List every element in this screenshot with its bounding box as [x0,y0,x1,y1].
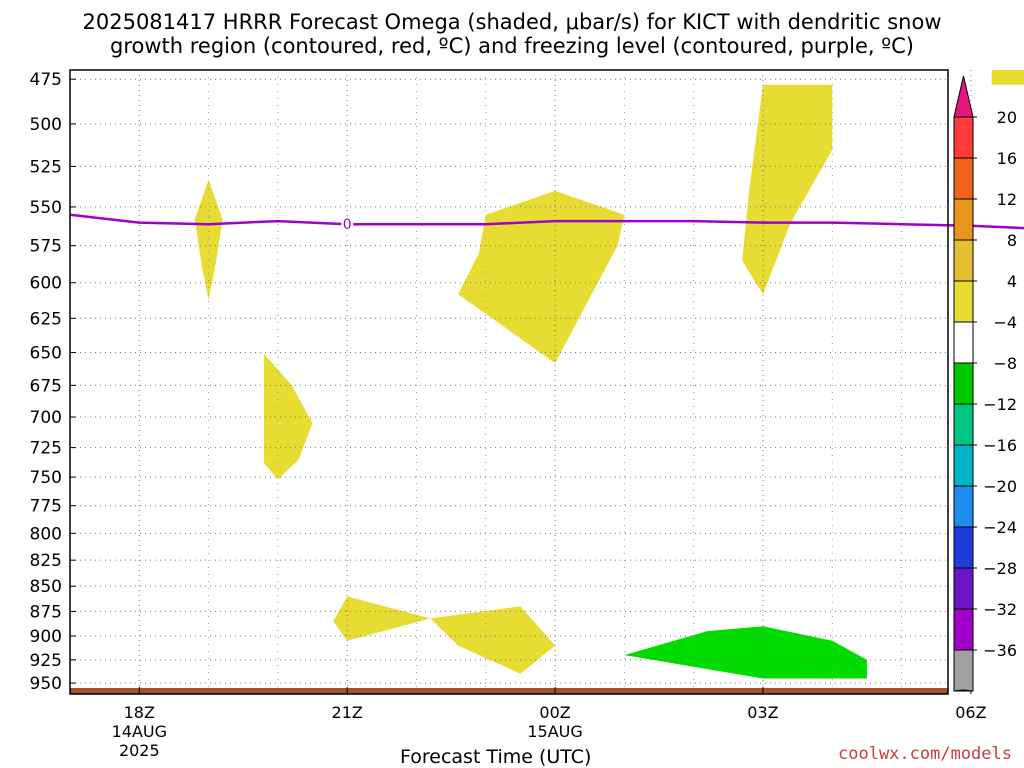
gridlines [69,70,972,694]
colorbar-segment [953,608,974,651]
colorbar-segment [953,485,974,528]
omega-region-3 [458,190,625,364]
x-tick-sublabel: 15AUG [527,722,582,741]
colorbar-segment [953,567,974,610]
colorbar-segment [953,526,974,569]
colorbar-label: −28 [983,559,1017,578]
freezing-level-line [69,213,1024,230]
colorbar-segment [953,280,974,323]
credit-text: coolwx.com/models [838,744,1012,764]
y-tick-label: 650 [30,343,62,363]
colorbar-segment [953,157,974,200]
omega-region-8 [333,596,431,641]
x-tick-label: 18Z [124,703,155,722]
omega-region-4 [742,84,833,295]
colorbar-label: 20 [997,108,1017,127]
y-tick-label: 675 [30,376,62,396]
y-tick-label: 775 [30,497,62,517]
y-tick-label: 500 [30,115,62,135]
chart-title-line2: growth region (contoured, red, ºC) and f… [110,34,914,58]
plot-frame [69,69,949,695]
colorbar-label: −4 [993,313,1017,332]
colorbar-label: −8 [993,354,1017,373]
freezing-level-label: 0 [341,216,354,233]
colorbar-bottom-arrow [953,689,974,692]
omega-regions [194,70,1024,679]
y-tick-label: 900 [30,627,62,647]
x-axis-ticks: 18Z14AUG202521Z00Z15AUG03Z06Z09Z [112,687,987,760]
y-tick-label: 825 [30,551,62,571]
colorbar-label: 16 [997,149,1017,168]
colorbar-segment [953,198,974,241]
y-tick-label: 475 [30,70,62,90]
y-tick-label: 925 [30,651,62,671]
y-tick-label: 800 [30,524,62,544]
colorbar-label: −24 [983,518,1017,537]
omega-region-10 [624,626,867,679]
y-tick-label: 600 [30,274,62,294]
colorbar-label: −36 [983,641,1017,660]
y-tick-label: 550 [30,198,62,218]
y-tick-label: 625 [30,309,62,329]
colorbar-segment [953,403,974,446]
colorbar-segment [953,116,974,159]
colorbar-top-arrow [953,75,974,118]
freezing-label-text: 0 [343,217,352,233]
colorbar-segment [953,444,974,487]
chart-title-line1: 2025081417 HRRR Forecast Omega (shaded, … [82,10,942,34]
ground-bar [70,688,948,694]
freezing-label-bg [341,216,354,233]
x-tick-label: 00Z [539,703,570,722]
y-tick-label: 875 [30,602,62,622]
y-tick-label: 575 [30,237,62,257]
y-tick-label: 525 [30,157,62,177]
y-axis-ticks: 475 500 525 550 575 600 625 650 675 700 725 750 775 8… [30,70,76,694]
y-tick-label: 725 [30,439,62,459]
omega-region-1 [194,179,223,300]
x-tick-label: 21Z [332,703,363,722]
colorbar-segment [953,362,974,405]
colorbar-label: 8 [1007,231,1017,250]
colorbar-label: −20 [983,477,1017,496]
x-axis-title: Forecast Time (UTC) [400,746,592,768]
omega-region-9 [430,606,556,674]
x-tick-sublabel: 2025 [119,741,160,760]
y-tick-label: 950 [30,674,62,694]
colorbar: 20 16 12 8 4 −4 −8 −12 −16 −20 −24 −28 −32 −36 [953,75,1017,692]
colorbar-label: −16 [983,436,1017,455]
y-tick-label: 850 [30,577,62,597]
y-tick-label: 750 [30,468,62,488]
colorbar-label: −12 [983,395,1017,414]
colorbar-segment [953,321,974,364]
colorbar-label: 4 [1007,272,1017,291]
colorbar-label: 12 [997,190,1017,209]
x-tick-sublabel: 14AUG [112,722,167,741]
omega-region-5 [991,70,1024,85]
x-tick-label: 06Z [955,703,986,722]
colorbar-label: −32 [983,600,1017,619]
colorbar-segment [953,239,974,282]
x-tick-label: 03Z [747,703,778,722]
colorbar-segment [953,649,974,692]
y-tick-label: 700 [30,408,62,428]
